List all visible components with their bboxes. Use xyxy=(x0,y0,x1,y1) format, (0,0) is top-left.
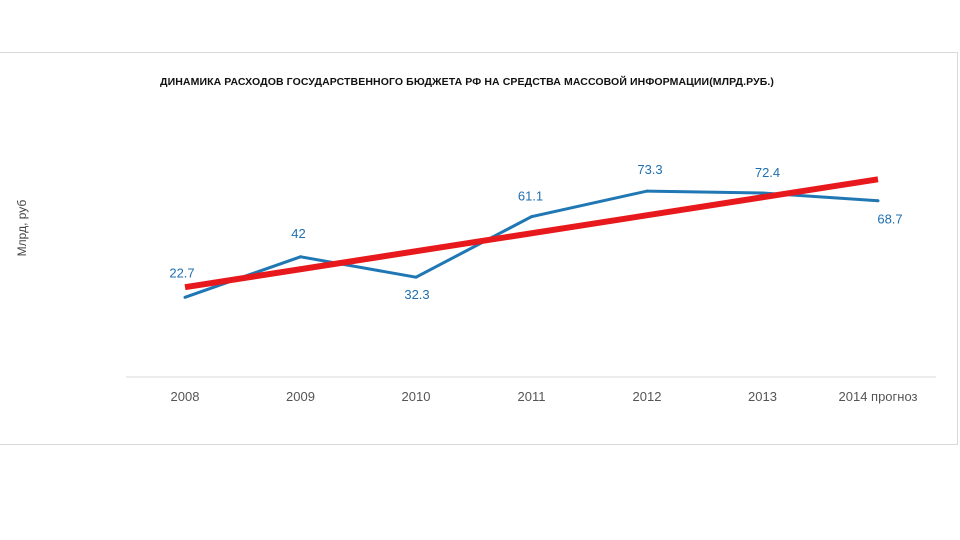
x-tick-label: 2012 xyxy=(633,389,662,404)
data-point xyxy=(184,296,187,299)
data-point xyxy=(530,215,533,218)
x-tick-label: 2011 xyxy=(518,389,546,404)
data-label: 22.7 xyxy=(169,265,194,280)
x-tick-label: 2013 xyxy=(748,389,777,404)
data-point xyxy=(299,255,302,258)
series-line xyxy=(185,191,878,297)
data-point xyxy=(646,190,649,193)
data-point xyxy=(415,276,418,279)
data-label: 73.3 xyxy=(637,162,662,177)
data-label: 72.4 xyxy=(755,165,780,180)
x-tick-label: 2009 xyxy=(286,389,315,404)
data-label: 42 xyxy=(291,226,305,241)
data-point xyxy=(761,191,764,194)
data-label: 68.7 xyxy=(877,212,902,227)
x-tick-label: 2010 xyxy=(402,389,431,404)
x-tick-label: 2008 xyxy=(171,389,200,404)
data-point xyxy=(877,199,880,202)
data-label: 61.1 xyxy=(518,189,543,204)
data-label: 32.3 xyxy=(404,287,429,302)
x-tick-label: 2014 прогноз xyxy=(839,389,918,404)
